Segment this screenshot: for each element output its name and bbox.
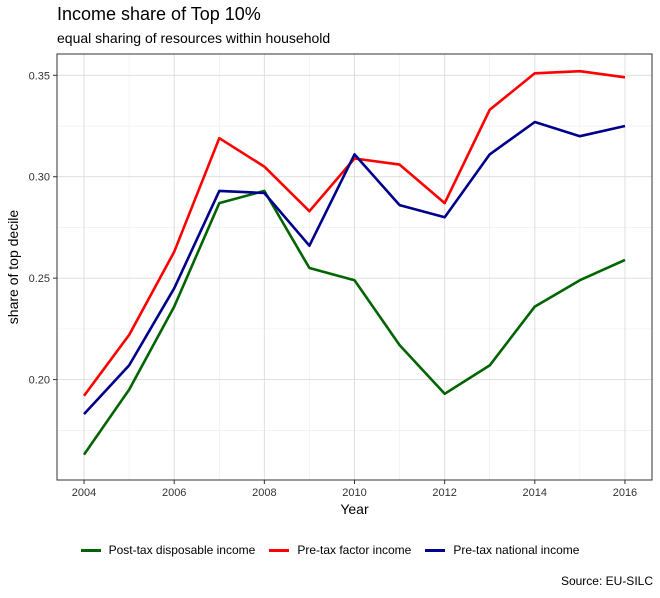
x-tick-label: 2016	[613, 487, 637, 499]
series-line-0	[82, 189, 626, 456]
legend-key-post-tax	[80, 548, 101, 552]
y-tick-label: 0.35	[29, 70, 50, 82]
legend-item-factor: Pre-tax factor income	[269, 543, 411, 557]
legend-key-factor	[269, 548, 290, 552]
legend: Post-tax disposable income Pre-tax facto…	[0, 543, 660, 557]
legend-label-national: Pre-tax national income	[453, 543, 580, 557]
y-axis-title: share of top decile	[5, 210, 21, 325]
chart-caption: Source: EU-SILC	[560, 574, 653, 588]
legend-item-national: Pre-tax national income	[425, 543, 579, 557]
y-tick-label: 0.25	[29, 273, 50, 285]
legend-label-factor: Pre-tax factor income	[297, 543, 412, 557]
legend-key-national	[425, 548, 446, 552]
legend-item-post-tax: Post-tax disposable income	[80, 543, 256, 557]
y-tick-label: 0.30	[29, 172, 50, 184]
x-tick-label: 2006	[162, 487, 186, 499]
x-tick-label: 2012	[432, 487, 456, 499]
x-tick-label: 2004	[72, 487, 96, 499]
x-tick-label: 2014	[523, 487, 547, 499]
series-line-2	[83, 120, 626, 415]
chart-subtitle: equal sharing of resources within househ…	[57, 30, 331, 46]
x-axis-title: Year	[340, 501, 369, 517]
chart-title: Income share of Top 10%	[57, 4, 261, 24]
series-line-1	[82, 69, 626, 397]
x-tick-label: 2008	[252, 487, 276, 499]
legend-label-post-tax: Post-tax disposable income	[108, 543, 256, 557]
y-tick-label: 0.20	[29, 375, 50, 387]
x-tick-label: 2010	[342, 487, 366, 499]
